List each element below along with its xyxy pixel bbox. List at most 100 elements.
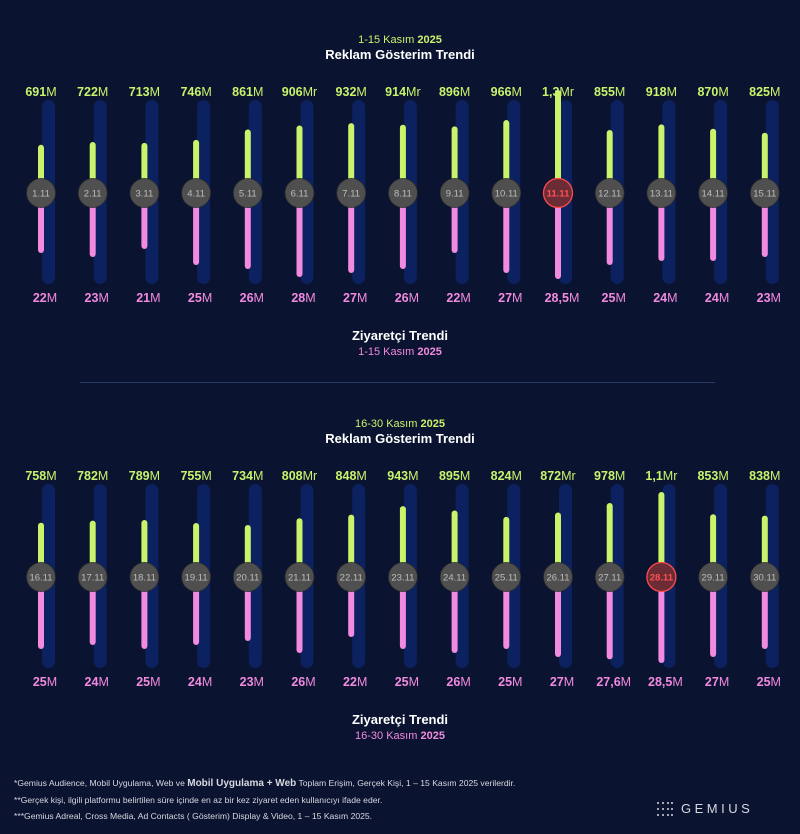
sec1-column: 861M 5.11 26M [232,85,264,305]
sec2-visitor-bar [399,577,406,649]
sec1-impression-label: 966M [491,85,522,99]
sec2-column: 895M 24.11 26M [439,469,471,689]
sec2-day-label: 20.11 [236,572,259,583]
sec1-visitor-label: 24M [653,291,677,305]
sec2-column: 755M 19.11 24M [180,469,212,689]
sec1-visitor-bar [399,193,406,269]
sec2-day-circle [698,562,728,592]
sec2-day-circle [232,562,263,592]
section2-range: 16-30 Kasım [355,418,418,430]
sec1-visitor-bar [451,193,458,253]
sec2-visitor-label: 22M [343,675,367,689]
sec1-visitor-bar [710,193,717,261]
sec2-highlight-day-circle [646,561,677,593]
sec2-visitor-label: 26M [291,675,315,689]
section2-visitor-subtitle: 16-30 Kasım 2025 [0,730,800,742]
footnote-2: **Gerçek kişi, ilgili platformu belirtil… [14,795,383,805]
sec2-visitor-bar [296,577,303,653]
sec1-impression-bar [296,125,303,193]
sec1-column: 932M 7.11 27M [336,85,368,305]
section2-year: 2025 [420,418,445,430]
sec1-day-circle [26,178,56,208]
sec1-impression-label: 896M [439,85,470,99]
sec1-visitor-label: 22M [446,291,470,305]
sec1-day-circle [284,178,315,208]
sec1-visitor-label: 23M [85,291,109,305]
sec2-day-circle [387,562,418,592]
sec2-column: 782M 17.11 24M [77,469,109,689]
sec1-visitor-bar [761,193,768,257]
sec2-impression-bar [658,492,665,577]
sec2-column: 872Mr 26.11 27M [540,469,575,689]
sec1-impression-bar [399,124,406,193]
sec2-visitor-bar [658,577,665,663]
sec2-visitor-bar [89,577,96,645]
sec2-visitor-bar [761,577,768,649]
sec2-impression-label: 838M [749,469,780,483]
footnotes: *Gemius Audience, Mobil Uygulama, Web ve… [14,775,654,824]
section2-visitor-year: 2025 [420,730,445,742]
sec2-impression-label: 895M [439,469,470,483]
sec1-day-label: 3.11 [136,188,154,199]
sec2-day-circle [336,562,367,592]
sec1-visitor-bar [296,193,303,277]
sec2-column: 943M 23.11 25M [387,469,419,689]
sec1-day-circle [129,178,160,208]
sec2-column: 789M 18.11 25M [129,469,161,689]
sec2-day-label: 29.11 [702,572,725,583]
sec1-day-label: 7.11 [342,188,360,199]
sec2-day-circle [77,562,108,592]
sec1-day-circle [77,178,108,208]
sec2-visitor-label: 28,5M [648,675,683,689]
sec1-impression-bar [503,120,510,193]
sec1-visitor-label: 27M [343,291,367,305]
sec1-visitor-label: 25M [602,291,626,305]
section1-visitor-subtitle: 1-15 Kasım 2025 [0,346,800,358]
sec1-impression-label: 825M [749,85,780,99]
sec1-impression-bar [658,124,665,193]
sec2-visitor-label: 27M [705,675,729,689]
sec1-column: 906Mr 6.11 28M [282,85,317,305]
sec1-column: 870M 14.11 24M [697,85,729,305]
sec2-impression-label: 758M [25,469,56,483]
sec1-day-circle [749,178,780,208]
sec1-column: 896M 9.11 22M [439,85,471,305]
sec2-visitor-bar [38,577,44,649]
sec2-day-circle [129,562,160,592]
sec1-impression-bar [244,129,251,193]
sec1-visitor-bar [38,193,44,253]
sec1-visitor-bar [348,193,355,273]
sec2-impression-label: 943M [387,469,418,483]
sec2-impression-label: 755M [180,469,211,483]
sec1-visitor-label: 25M [188,291,212,305]
section1-visitor-range: 1-15 Kasım [358,346,415,358]
sec2-day-circle [181,562,212,592]
sec1-day-circle [232,178,263,208]
sec1-visitor-bar [244,193,251,269]
sec2-column: 978M 27.11 27,6M [594,469,631,689]
sec2-visitor-label: 25M [136,675,160,689]
sec1-day-label: 1.11 [32,188,50,199]
sec1-day-label: 2.11 [84,188,102,199]
sec2-impression-bar [348,514,355,577]
section1-year: 2025 [417,34,442,46]
sec1-impression-bar [451,126,458,193]
sec2-impression-label: 808Mr [282,469,317,483]
sec1-visitor-label: 23M [757,291,781,305]
sec2-day-label: 21.11 [288,572,311,583]
sec2-day-label: 16.11 [29,572,52,583]
sec2-day-circle [284,562,315,592]
sec2-visitor-label: 24M [85,675,109,689]
sec1-visitor-label: 27M [498,291,522,305]
sec1-visitor-label: 28M [291,291,315,305]
sec1-visitor-bar [89,193,96,257]
sec2-visitor-label: 25M [395,675,419,689]
sec2-column: 1,1Mr 28.11 28,5M [645,469,682,689]
section-divider [80,382,715,383]
sec1-column: 914Mr 8.11 26M [385,85,420,305]
section1-visitor-year: 2025 [417,346,442,358]
sec2-day-label: 24.11 [443,572,466,583]
sec2-column: 734M 20.11 23M [232,469,264,689]
sec2-visitor-label: 27M [550,675,574,689]
